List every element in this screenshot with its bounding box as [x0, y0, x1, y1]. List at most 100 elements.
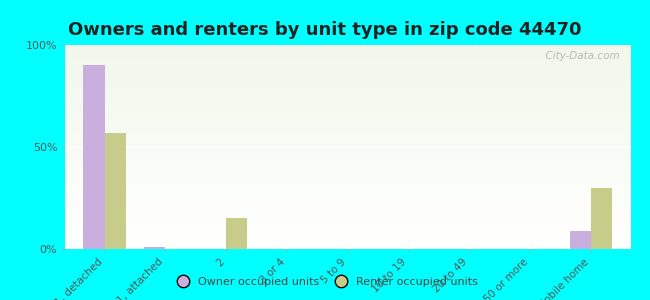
- Bar: [65, 127, 630, 128]
- Bar: [65, 201, 630, 202]
- Bar: [65, 143, 630, 144]
- Bar: [65, 49, 630, 50]
- Bar: [65, 118, 630, 119]
- Bar: [65, 59, 630, 60]
- Bar: [65, 60, 630, 61]
- Bar: [65, 159, 630, 160]
- Bar: [65, 71, 630, 73]
- Bar: [65, 160, 630, 161]
- Bar: [105, 133, 126, 249]
- Bar: [65, 188, 630, 189]
- Bar: [83, 65, 105, 249]
- Bar: [65, 51, 630, 52]
- Bar: [65, 81, 630, 82]
- Bar: [65, 214, 630, 215]
- Bar: [65, 161, 630, 162]
- Bar: [65, 226, 630, 228]
- Bar: [65, 76, 630, 78]
- Bar: [65, 73, 630, 74]
- Bar: [65, 138, 630, 139]
- Bar: [65, 207, 630, 208]
- Bar: [65, 167, 630, 168]
- Bar: [65, 68, 630, 70]
- Bar: [65, 135, 630, 136]
- Bar: [65, 203, 630, 204]
- Bar: [65, 56, 630, 57]
- Bar: [65, 153, 630, 154]
- Bar: [65, 70, 630, 71]
- Bar: [65, 86, 630, 87]
- Bar: [65, 184, 630, 185]
- Bar: [65, 62, 630, 63]
- Bar: [65, 58, 630, 59]
- Bar: [65, 142, 630, 143]
- Bar: [65, 103, 630, 104]
- Bar: [65, 180, 630, 181]
- Bar: [65, 87, 630, 88]
- Bar: [65, 113, 630, 114]
- Bar: [65, 54, 630, 55]
- Bar: [65, 236, 630, 237]
- Bar: [65, 170, 630, 172]
- Bar: [65, 194, 630, 195]
- Bar: [65, 152, 630, 153]
- Bar: [65, 187, 630, 188]
- Bar: [65, 78, 630, 79]
- Bar: [65, 116, 630, 117]
- Bar: [65, 208, 630, 209]
- Bar: [65, 146, 630, 147]
- Bar: [65, 134, 630, 135]
- Bar: [65, 221, 630, 223]
- Bar: [65, 82, 630, 83]
- Bar: [65, 219, 630, 220]
- Bar: [591, 188, 612, 249]
- Bar: [65, 228, 630, 229]
- Bar: [65, 162, 630, 163]
- Bar: [65, 75, 630, 76]
- Bar: [65, 109, 630, 110]
- Bar: [65, 126, 630, 127]
- Bar: [65, 204, 630, 205]
- Bar: [65, 218, 630, 219]
- Bar: [65, 244, 630, 245]
- Bar: [65, 248, 630, 249]
- Bar: [65, 178, 630, 180]
- Bar: [65, 98, 630, 99]
- Bar: [65, 173, 630, 175]
- Bar: [65, 181, 630, 182]
- Bar: [65, 117, 630, 119]
- Bar: [65, 229, 630, 230]
- Bar: [65, 111, 630, 112]
- Bar: [65, 93, 630, 94]
- Bar: [65, 206, 630, 207]
- Bar: [65, 45, 630, 46]
- Bar: [65, 157, 630, 158]
- Bar: [65, 190, 630, 191]
- Bar: [65, 83, 630, 84]
- Bar: [65, 193, 630, 194]
- Bar: [65, 151, 630, 152]
- Bar: [65, 211, 630, 212]
- Bar: [65, 96, 630, 97]
- Bar: [65, 197, 630, 198]
- Bar: [65, 121, 630, 122]
- Bar: [65, 47, 630, 48]
- Bar: [65, 132, 630, 133]
- Bar: [65, 241, 630, 242]
- Bar: [65, 57, 630, 58]
- Bar: [65, 246, 630, 247]
- Bar: [65, 94, 630, 95]
- Bar: [65, 235, 630, 236]
- Bar: [65, 141, 630, 142]
- Bar: [65, 99, 630, 100]
- Bar: [65, 164, 630, 165]
- Bar: [65, 91, 630, 92]
- Bar: [144, 247, 165, 249]
- Bar: [65, 64, 630, 65]
- Bar: [65, 149, 630, 150]
- Bar: [65, 106, 630, 107]
- Bar: [65, 84, 630, 85]
- Bar: [65, 108, 630, 109]
- Bar: [65, 183, 630, 184]
- Bar: [65, 100, 630, 101]
